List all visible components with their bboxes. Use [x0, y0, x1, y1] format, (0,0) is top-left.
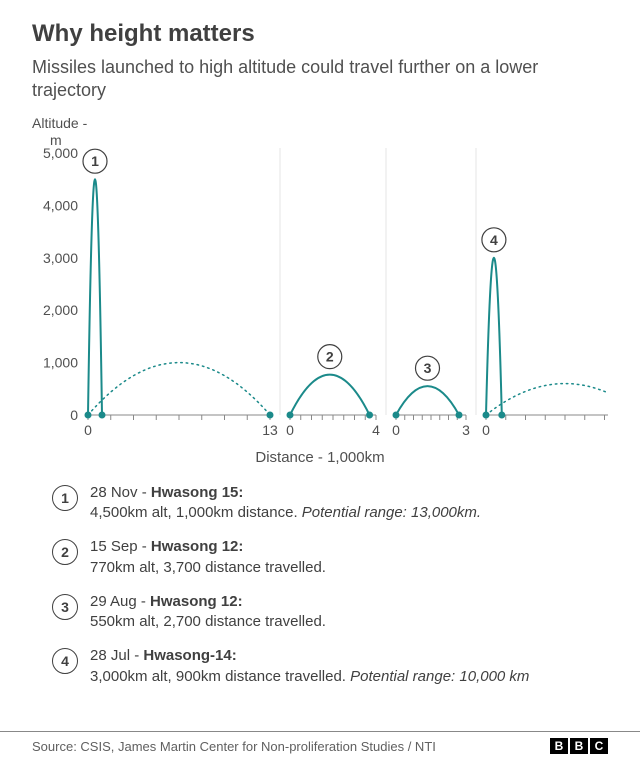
legend-text: 28 Nov - Hwasong 15:4,500km alt, 1,000km… [90, 483, 481, 524]
infographic-page: Why height matters Missiles launched to … [0, 0, 640, 764]
svg-text:0: 0 [286, 422, 294, 438]
svg-text:3: 3 [424, 360, 432, 376]
svg-text:13: 13 [262, 422, 278, 438]
page-title: Why height matters [32, 20, 608, 48]
bbc-block: B [550, 738, 568, 754]
svg-text:3: 3 [462, 422, 470, 438]
trajectory-chart: 01,0002,0003,0004,0005,0000131042033094 [32, 115, 608, 445]
svg-text:2,000: 2,000 [43, 302, 78, 318]
legend-row: 3 29 Aug - Hwasong 12:550km alt, 2,700 di… [52, 592, 608, 633]
legend-row: 2 15 Sep - Hwasong 12:770km alt, 3,700 di… [52, 537, 608, 578]
bbc-logo: BBC [550, 738, 608, 754]
legend-text: 15 Sep - Hwasong 12:770km alt, 3,700 dis… [90, 537, 326, 578]
footer: Source: CSIS, James Martin Center for No… [0, 731, 640, 754]
bbc-block: B [570, 738, 588, 754]
svg-text:0: 0 [482, 422, 490, 438]
page-subtitle: Missiles launched to high altitude could… [32, 56, 552, 103]
legend-badge: 2 [52, 539, 78, 565]
svg-text:4: 4 [372, 422, 380, 438]
svg-text:4: 4 [490, 232, 498, 248]
legend-badge: 3 [52, 594, 78, 620]
y-axis-label-line1: Altitude - [32, 115, 87, 131]
legend-badge: 1 [52, 485, 78, 511]
x-axis-label: Distance - 1,000km [32, 449, 608, 466]
y-axis-label-line2: m [32, 132, 62, 148]
legend-text: 29 Aug - Hwasong 12:550km alt, 2,700 dis… [90, 592, 326, 633]
svg-text:1,000: 1,000 [43, 354, 78, 370]
source-text: Source: CSIS, James Martin Center for No… [32, 739, 436, 754]
svg-text:2: 2 [326, 348, 334, 364]
bbc-block: C [590, 738, 608, 754]
svg-text:0: 0 [84, 422, 92, 438]
legend-row: 1 28 Nov - Hwasong 15:4,500km alt, 1,000k… [52, 483, 608, 524]
svg-text:0: 0 [392, 422, 400, 438]
legend-text: 28 Jul - Hwasong-14:3,000km alt, 900km d… [90, 646, 529, 687]
legend-badge: 4 [52, 648, 78, 674]
chart-region: Altitude - m 01,0002,0003,0004,0005,0000… [32, 115, 608, 465]
y-axis-label: Altitude - m [32, 115, 87, 149]
legend-row: 4 28 Jul - Hwasong-14:3,000km alt, 900km … [52, 646, 608, 687]
svg-text:4,000: 4,000 [43, 197, 78, 213]
svg-text:3,000: 3,000 [43, 250, 78, 266]
svg-text:0: 0 [70, 407, 78, 423]
svg-text:1: 1 [91, 153, 99, 169]
legend: 1 28 Nov - Hwasong 15:4,500km alt, 1,000k… [32, 483, 608, 687]
